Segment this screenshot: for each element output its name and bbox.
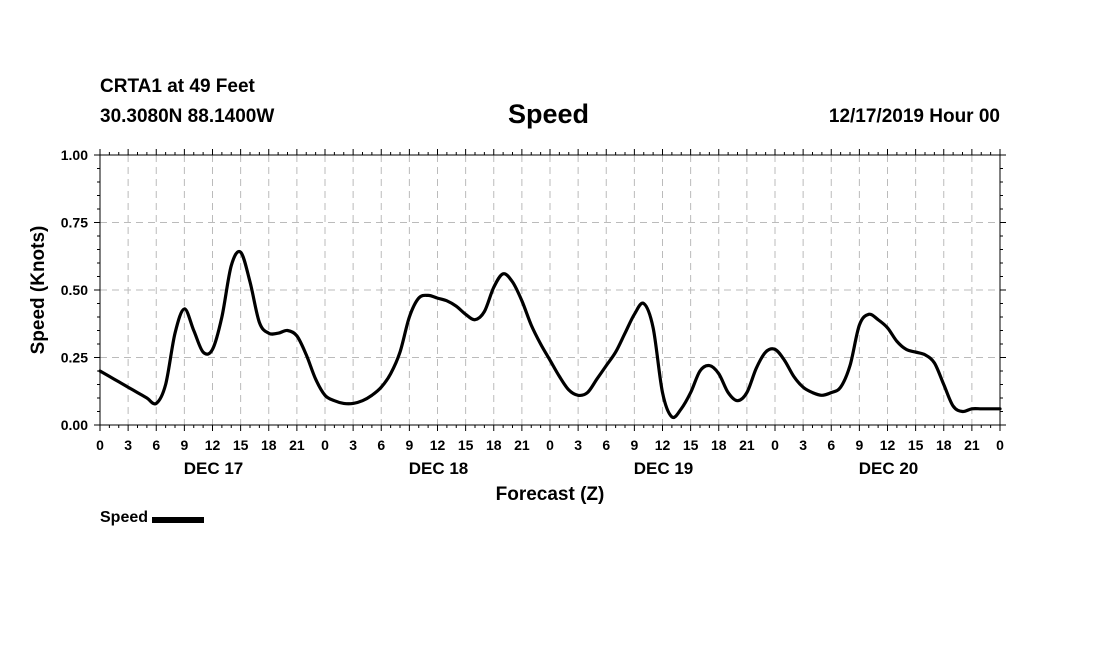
x-tick-label: 9: [630, 437, 638, 453]
y-axis-title: Speed (Knots): [28, 226, 49, 355]
x-tick-label: 9: [855, 437, 863, 453]
y-tick-label: 0.25: [61, 350, 88, 366]
x-axis-title: Forecast (Z): [496, 484, 605, 505]
x-tick-label: 0: [996, 437, 1004, 453]
x-tick-label: 18: [936, 437, 952, 453]
x-tick-label: 3: [799, 437, 807, 453]
location-label: 30.3080N 88.1400W: [100, 106, 275, 127]
x-tick-label: 15: [233, 437, 249, 453]
x-tick-label: 6: [602, 437, 610, 453]
x-tick-label: 12: [655, 437, 671, 453]
x-tick-label: 3: [574, 437, 582, 453]
axis-labels: 0.00 0.25 0.50 0.75 1.00 0 3 6 9 12 15 18 21 0 3 6 9 12 15…: [61, 147, 1004, 478]
x-tick-label: 15: [908, 437, 924, 453]
x-tick-label: 0: [771, 437, 779, 453]
series-line-speed: [98, 249, 1002, 420]
x-tick-label: 15: [683, 437, 699, 453]
x-tick-label: 21: [964, 437, 980, 453]
y-tick-label: 0.50: [61, 282, 88, 298]
day-label: DEC 19: [634, 459, 694, 478]
x-tick-label: 3: [349, 437, 357, 453]
x-tick-label: 0: [546, 437, 554, 453]
day-label: DEC 20: [859, 459, 919, 478]
x-tick-label: 3: [124, 437, 132, 453]
legend: Speed: [100, 509, 205, 527]
y-tick-label: 0.75: [61, 215, 88, 231]
x-tick-label: 18: [486, 437, 502, 453]
x-tick-label: 12: [430, 437, 446, 453]
x-tick-label: 12: [880, 437, 896, 453]
x-tick-label: 21: [739, 437, 755, 453]
x-tick-label: 9: [405, 437, 413, 453]
x-tick-label: 15: [458, 437, 474, 453]
day-label: DEC 17: [184, 459, 244, 478]
x-tick-label: 18: [711, 437, 727, 453]
chart-title: Speed: [508, 99, 590, 129]
legend-label: Speed: [100, 509, 149, 526]
day-label: DEC 18: [409, 459, 469, 478]
x-tick-label: 9: [180, 437, 188, 453]
grid-lines: [100, 155, 1000, 425]
y-tick-label: 1.00: [61, 147, 88, 163]
issued-time-label: 12/17/2019 Hour 00: [828, 106, 1000, 127]
y-tick-label: 0.00: [61, 417, 88, 433]
series-layer: [98, 249, 1002, 420]
x-tick-label: 6: [377, 437, 385, 453]
legend-swatch: [152, 517, 205, 523]
station-label: CRTA1 at 49 Feet: [100, 76, 255, 97]
x-tick-label: 6: [827, 437, 835, 453]
x-tick-label: 0: [96, 437, 104, 453]
axis-ticks: [94, 149, 1006, 431]
x-tick-label: 12: [205, 437, 221, 453]
x-tick-label: 0: [321, 437, 329, 453]
x-tick-label: 21: [514, 437, 530, 453]
x-tick-label: 6: [152, 437, 160, 453]
x-tick-label: 21: [289, 437, 305, 453]
x-tick-label: 18: [261, 437, 277, 453]
